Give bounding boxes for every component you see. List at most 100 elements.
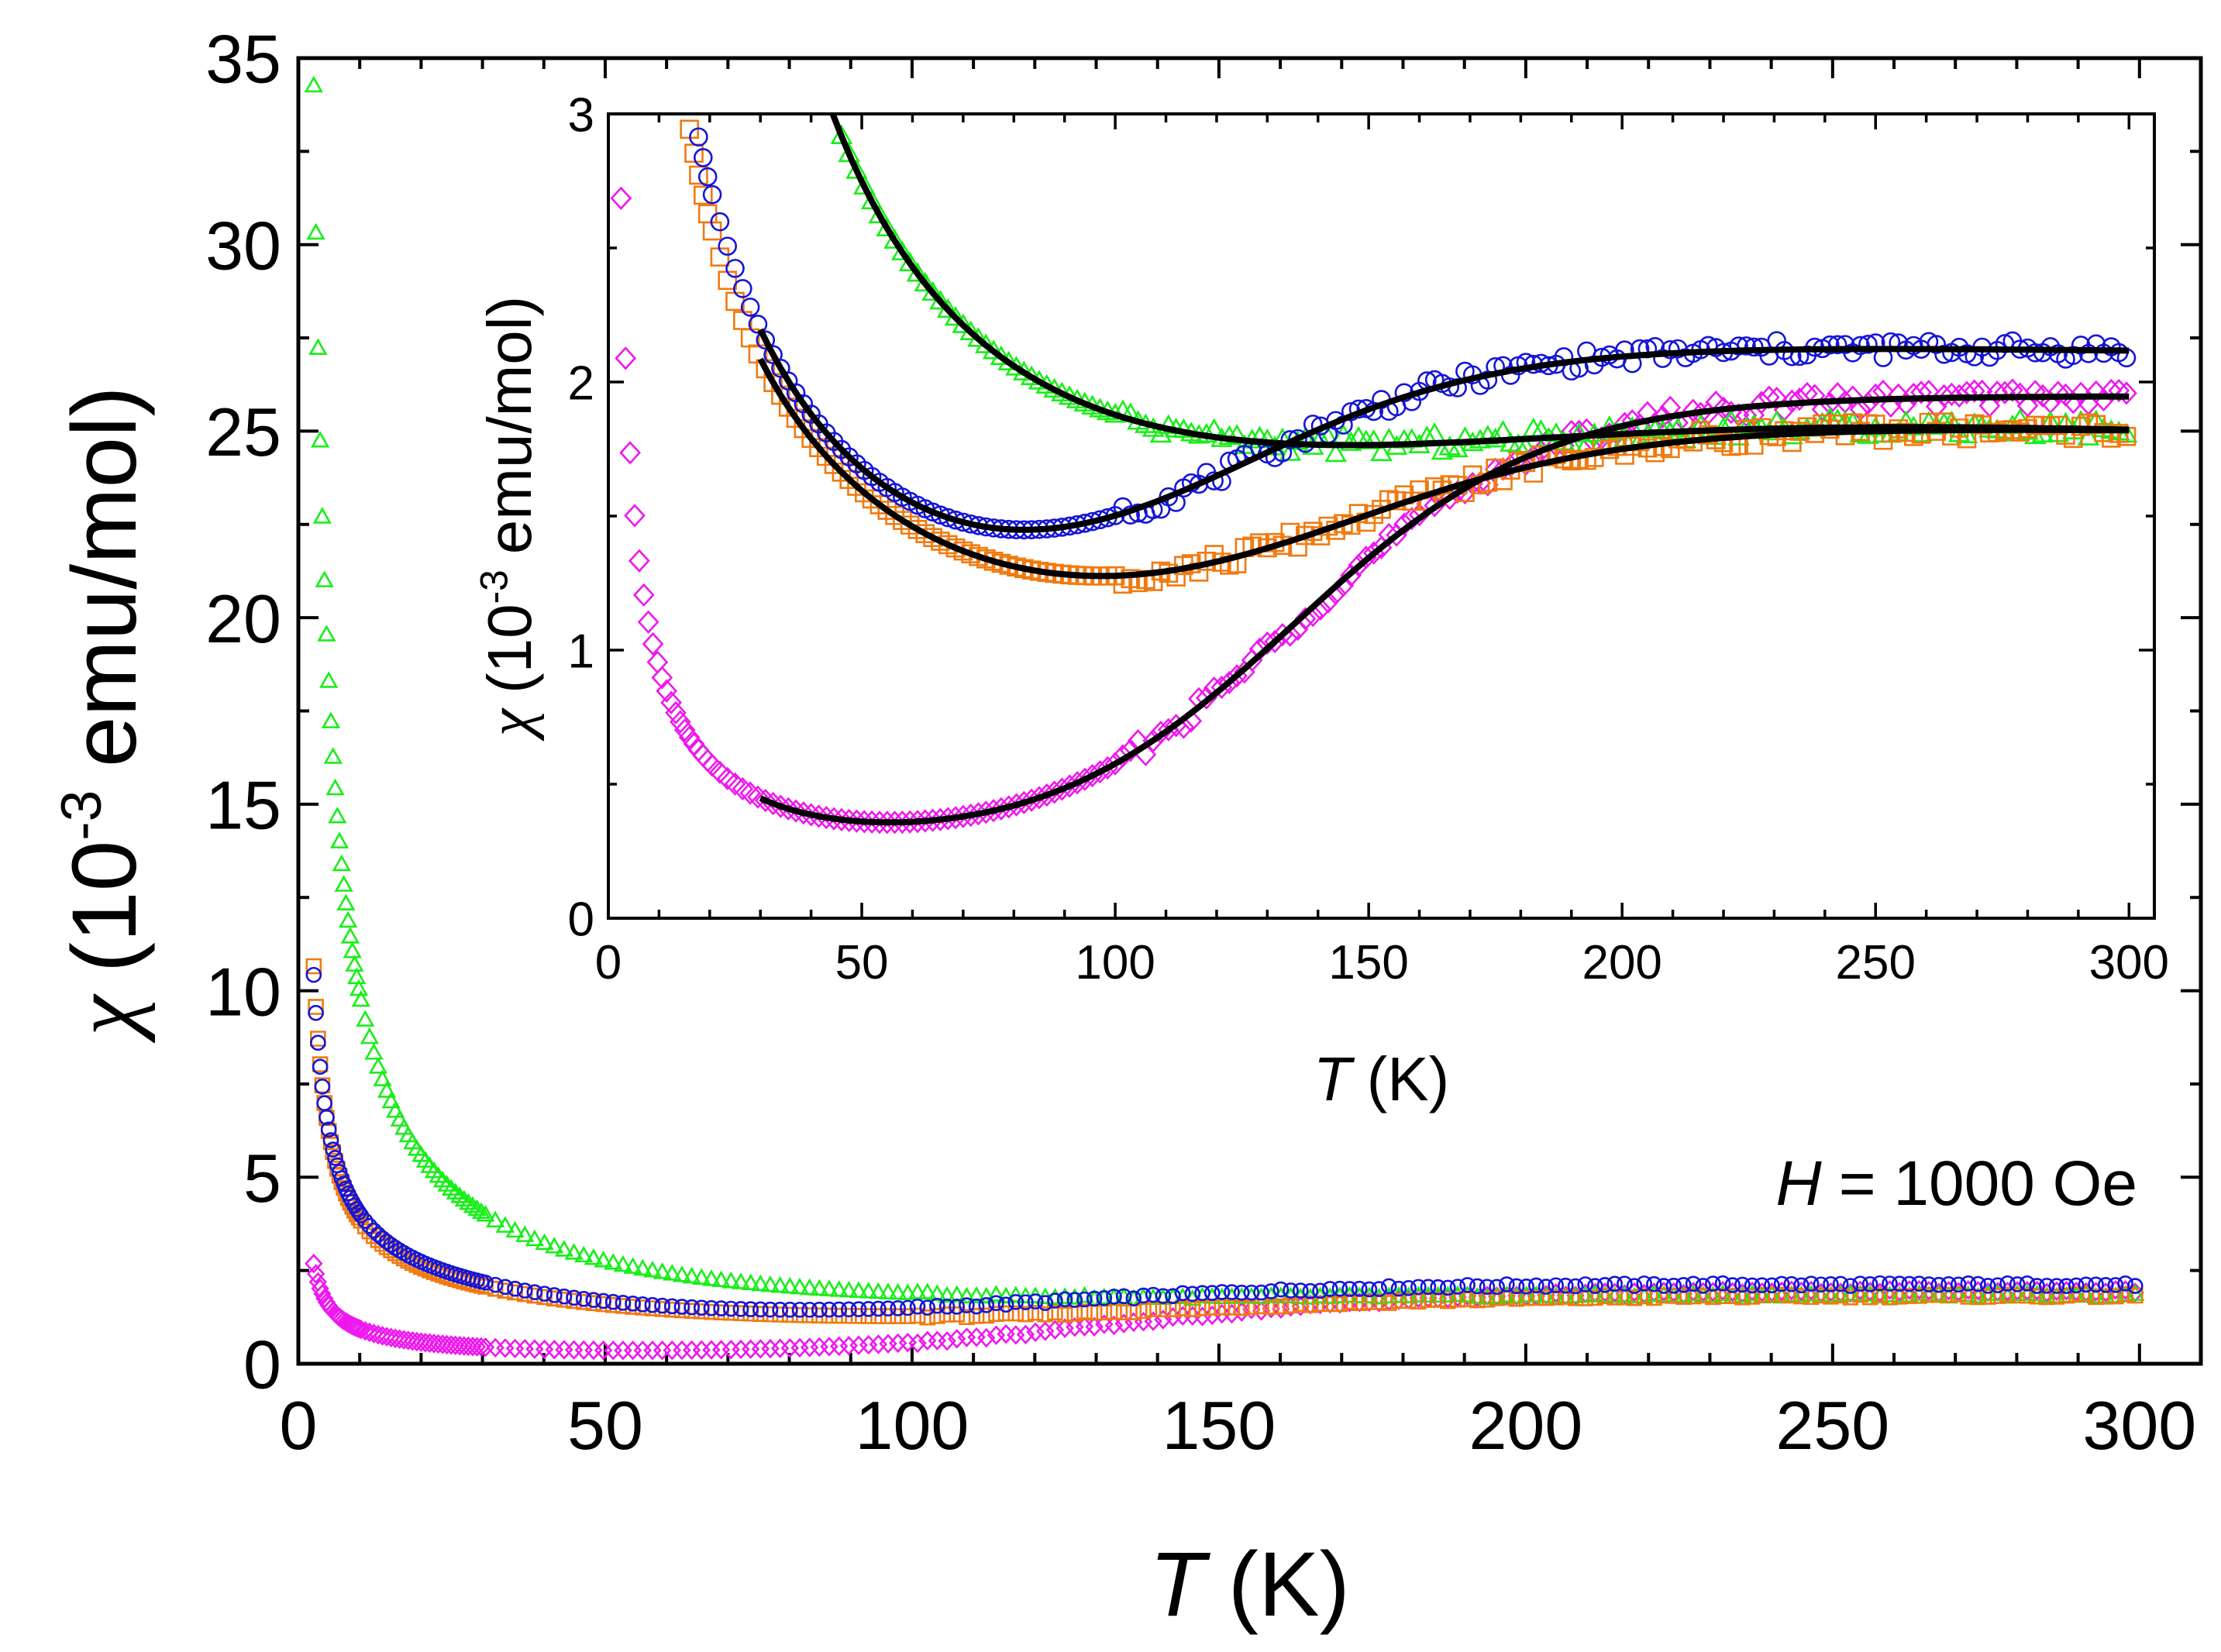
inset-data-point [651,666,673,690]
main-data-point [2019,1275,2036,1292]
main-data-point [1283,1282,1299,1299]
main-data-point [613,1254,633,1272]
main-data-point [684,1299,700,1316]
main-data-point [1203,1305,1221,1326]
inset-data-point [710,247,730,267]
main-data-point [1086,1290,1103,1307]
inset-data-point [1963,379,1985,403]
main-data-point [1596,1276,1613,1293]
main-data-point [938,1330,956,1351]
main-data-point [1351,1280,1368,1297]
inset-data-point [756,359,776,379]
main-data-point [1499,1276,1515,1292]
inset-y-axis-title: χ (10-3 emu/mol) [473,296,545,742]
main-data-point [1104,1315,1124,1336]
main-data-point [1135,1287,1152,1304]
main-data-point [361,1217,378,1234]
inset-data-point [1119,738,1141,762]
inset-y-tick-label: 2 [568,356,594,410]
main-data-point [1272,1299,1290,1319]
main-data-point [2048,1278,2065,1294]
main-data-point [1027,1304,1044,1321]
main-data-point [1675,1277,1692,1293]
main-data-point [304,75,323,93]
main-data-point [1566,1285,1585,1306]
main-data-point [948,1329,966,1349]
main-data-point [1272,1281,1290,1298]
main-data-point [2068,1277,2085,1294]
main-data-point [1852,1275,1868,1292]
main-data-point [1567,1278,1584,1295]
inset-data-point [756,330,776,350]
main-data-point [356,1010,375,1027]
main-data-point [450,1186,470,1203]
main-data-point [1734,1276,1751,1293]
main-data-point [1243,1284,1260,1301]
main-data-point [1479,1279,1496,1296]
main-data-point [1085,1316,1104,1337]
main-y-axis-symbol: χ [54,993,156,1044]
main-data-point [1184,1285,1201,1303]
main-data-point [1861,1276,1878,1292]
main-data-point [325,778,345,796]
main-data-point [741,1273,760,1291]
inset-fit-curve [829,114,2130,449]
inset-data-point [660,690,682,714]
main-data-point [1380,1278,1397,1295]
main-data-point [515,1225,535,1242]
inset-data-point [999,556,1019,575]
main-data-point [1606,1275,1624,1292]
main-data-point [888,1282,907,1300]
main-data-point [801,1301,818,1318]
main-data-point [1695,1287,1712,1304]
inset-data-point [1994,380,2016,404]
main-data-point [306,222,325,240]
main-data-point [383,1237,399,1253]
main-data-point [654,1297,670,1314]
main-data-point [663,1264,682,1281]
inset-data-point [1865,383,1887,407]
main-data-point [1055,1318,1074,1338]
main-data-point [373,1069,392,1086]
main-data-point [625,1296,641,1312]
main-data-point [1823,1276,1839,1292]
main-data-point [1773,1275,1790,1292]
inset-data-point [969,546,988,566]
main-data-point [968,1298,985,1315]
main-data-point [2029,1278,2045,1294]
main-data-point [987,1325,1006,1345]
main-data-point [2038,1278,2055,1294]
main-data-point [364,1043,384,1060]
main-data-point [1803,1275,1820,1292]
inset-data-point [1858,334,1878,354]
main-data-point [306,1264,325,1284]
inset-x-tick-label: 100 [1075,936,1155,989]
main-data-point [1047,1292,1063,1309]
main-x-tick-label: 250 [1775,1387,1889,1464]
main-x-tick-label: 100 [856,1387,969,1464]
main-data-point [623,1257,642,1274]
inset-data-point [632,583,655,607]
main-data-point [1596,1288,1613,1305]
main-data-point [313,1284,332,1304]
main-data-point [1016,1324,1035,1344]
main-data-point [1871,1275,1889,1292]
inset-data-point [883,229,906,249]
main-y-axis-unit: emu/mol) [53,386,156,767]
main-data-point [1852,1286,1868,1303]
main-data-point [1920,1276,1937,1292]
inset-data-point [1827,335,1847,355]
main-data-point [1145,1286,1162,1303]
main-data-point [898,1283,918,1300]
main-data-point [505,1220,525,1238]
inset-data-point [670,710,691,734]
main-data-point [1371,1281,1387,1297]
inset-data-point [2108,378,2130,403]
main-data-point [336,893,356,911]
main-data-point [1312,1282,1328,1299]
inset-data-point [1927,422,1947,441]
main-data-point [463,1196,483,1213]
main-data-point [1842,1278,1859,1294]
main-data-point [535,1233,554,1251]
